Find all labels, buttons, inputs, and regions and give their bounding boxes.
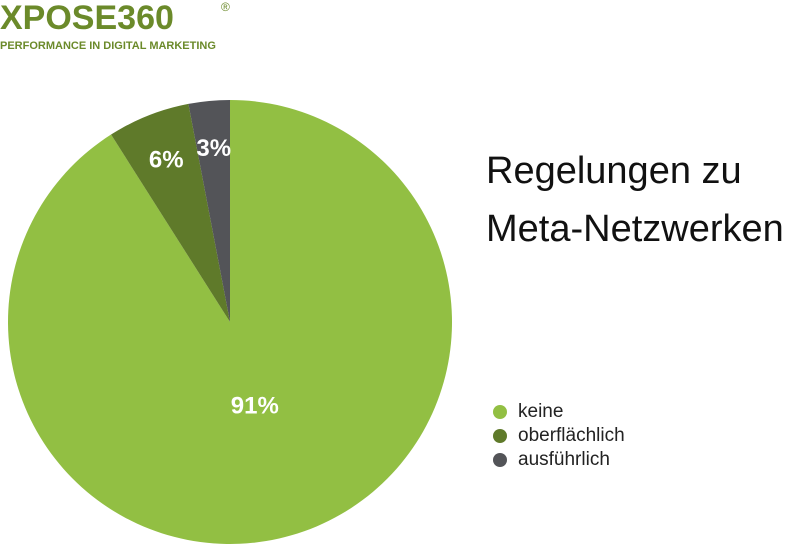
legend-label: ausführlich — [518, 449, 610, 470]
pie-slice — [188, 100, 230, 322]
legend-marker — [493, 429, 507, 443]
data-label: 6% — [149, 146, 184, 173]
chart-title: Regelungen zu Meta-Netzwerken — [486, 150, 784, 250]
pie-slice — [7, 100, 452, 544]
logo: XPOSE360 — [0, 0, 174, 37]
tagline: PERFORMANCE IN DIGITAL MARKETING — [0, 40, 216, 52]
trademark: ® — [221, 0, 230, 14]
legend-marker — [493, 405, 507, 419]
data-label: 91% — [231, 393, 279, 420]
data-label: 3% — [196, 135, 231, 162]
legend-marker — [493, 453, 507, 467]
pie-slice — [111, 103, 230, 323]
legend-label: oberflächlich — [518, 425, 625, 446]
legend-label: keine — [518, 401, 563, 422]
